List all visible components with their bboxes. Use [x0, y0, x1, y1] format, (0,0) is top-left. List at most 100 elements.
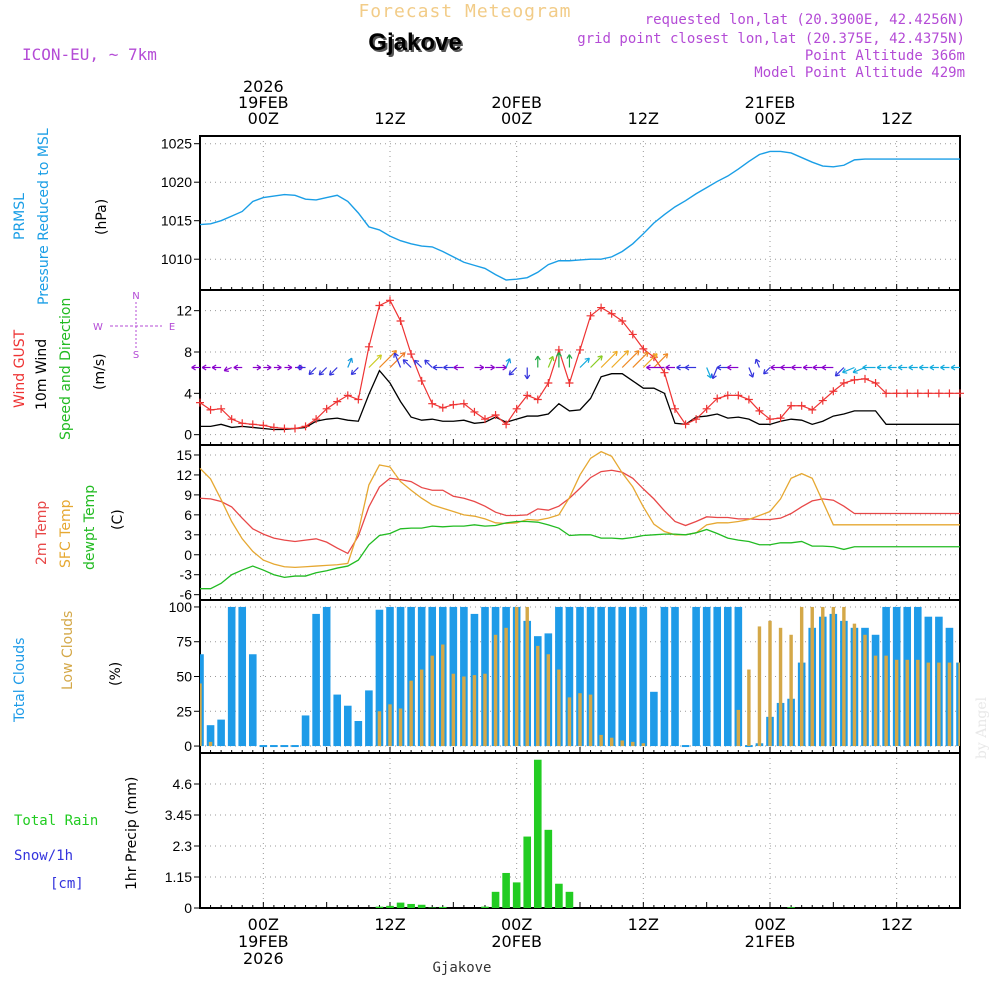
wind-arrow — [201, 364, 211, 371]
gust-marker — [892, 389, 901, 398]
wind-arrow-head — [612, 350, 618, 357]
total-cloud-bar — [956, 662, 960, 747]
total-cloud-bar — [586, 606, 595, 747]
bottom-time-label: 21FEB — [745, 932, 796, 951]
wind-arrow — [443, 364, 454, 371]
wind-arrow-head — [802, 364, 808, 371]
wind-arrow-shaft — [642, 353, 658, 368]
rain-bar — [491, 891, 500, 908]
gust-marker — [259, 421, 268, 430]
compass-w: W — [93, 322, 103, 333]
gust-marker — [839, 379, 848, 387]
wind-arrow — [223, 366, 232, 372]
gust-marker — [375, 301, 384, 310]
wind-arrow-shaft — [547, 356, 554, 368]
compass-n: N — [132, 291, 139, 302]
wind-arrow-shaft — [394, 352, 402, 368]
wind-arrow — [263, 364, 272, 371]
wind-arrow — [780, 364, 792, 371]
rain-bar — [555, 883, 563, 908]
y-tick-label: 4 — [184, 385, 192, 401]
low-cloud-bar — [926, 662, 931, 747]
low-cloud-bar — [525, 606, 529, 747]
total-cloud-bar — [217, 719, 225, 747]
bottom-time-label: 00Z — [248, 915, 279, 934]
total-cloud-bar — [565, 606, 574, 747]
wind-arrow — [653, 353, 669, 368]
low-cloud-bar — [504, 627, 508, 747]
wind-arrow — [505, 358, 512, 368]
low-cloud-bar — [208, 741, 213, 747]
temp-unit: (C) — [110, 509, 126, 530]
wind-arrow-head — [201, 364, 207, 371]
wind-arrow — [754, 358, 761, 368]
wind-arrow — [318, 367, 328, 376]
wind-arrow-head — [929, 364, 935, 371]
wind-arrow-head — [812, 364, 818, 371]
low-cloud-bar — [599, 734, 603, 747]
wind-arrow — [524, 367, 531, 380]
compass-e: E — [169, 322, 175, 333]
wind-arrow-shaft — [632, 351, 649, 368]
y-tick-label: 1010 — [161, 251, 192, 267]
wind-arrow — [485, 364, 495, 371]
total-cloud-bar — [301, 715, 310, 747]
rain-bar — [396, 902, 405, 908]
wind-arrow-head — [584, 357, 590, 363]
gust-marker — [702, 404, 711, 413]
wind-arrow-head — [711, 373, 717, 380]
rain-bar — [386, 905, 394, 908]
wind-arrow — [424, 359, 433, 368]
gust-marker — [871, 379, 880, 387]
wind-arrow-head — [763, 369, 769, 375]
wind-arrow-head — [548, 355, 555, 362]
total-cloud-bar — [692, 606, 700, 747]
bottom-time-label: 12Z — [881, 915, 912, 934]
gust-marker — [755, 406, 764, 415]
wind-arrow — [646, 364, 665, 371]
gust-marker — [238, 419, 247, 428]
y-tick-label: -6 — [180, 587, 193, 603]
gust-marker — [607, 309, 616, 318]
gust-marker — [206, 405, 215, 414]
bottom-time-label: 2026 — [243, 949, 284, 968]
gust-marker — [797, 401, 806, 410]
wind-arrow — [887, 364, 897, 371]
wind-arrow — [566, 354, 573, 368]
low-cloud-bar — [937, 662, 941, 747]
total-cloud-bar — [227, 606, 236, 747]
gust-marker — [481, 415, 489, 424]
wind-arrow — [950, 364, 960, 371]
low-cloud-bar — [536, 645, 540, 747]
wind-arrow — [791, 364, 802, 371]
wind-arrow — [770, 364, 781, 371]
gust-marker — [671, 404, 679, 413]
wind-arrow — [929, 364, 939, 371]
gust-marker — [681, 420, 690, 429]
wind-arrow-head — [852, 368, 858, 374]
gust-marker — [291, 424, 299, 433]
gust-marker — [787, 401, 796, 410]
low-cloud-bar — [884, 655, 888, 747]
wind-arrow-head — [402, 359, 408, 365]
y-tick-label: 0 — [184, 900, 192, 916]
gust-marker — [312, 415, 321, 424]
total-cloud-bar — [407, 606, 415, 747]
temp-2m-line — [199, 469, 960, 555]
wind-arrow-head — [919, 364, 924, 371]
total-cloud-bar — [238, 606, 247, 747]
pressure-label-2: Pressure Reduced to MSL — [36, 128, 52, 305]
footer-location: Gjakove — [432, 960, 491, 976]
wind-arrow — [547, 355, 555, 368]
cloud-unit: (%) — [108, 662, 124, 686]
requested-coords: requested lon,lat (20.3900E, 42.4256N) — [645, 12, 965, 28]
rain-bar — [481, 906, 489, 908]
wind-arrow — [862, 364, 876, 371]
y-tick-label: 1025 — [161, 136, 192, 152]
total-cloud-bar — [333, 694, 342, 747]
y-tick-label: 0 — [184, 547, 192, 563]
wind-arrow — [676, 364, 686, 371]
gust-marker — [744, 395, 753, 404]
wind-arrow — [821, 364, 834, 371]
gust-marker — [882, 389, 891, 398]
